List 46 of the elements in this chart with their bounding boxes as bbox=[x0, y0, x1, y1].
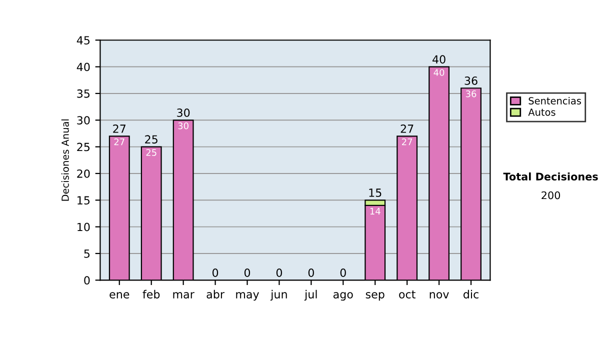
total-label: 25 bbox=[145, 135, 158, 144]
x-tick-label: sep bbox=[366, 292, 384, 301]
legend-label: Autos bbox=[528, 108, 556, 116]
y-tick-label: 45 bbox=[76, 36, 90, 44]
total-label: 40 bbox=[432, 55, 446, 64]
x-tick-label: ago bbox=[333, 292, 353, 301]
x-tick-label: jul bbox=[304, 290, 317, 301]
data-label: 27 bbox=[114, 138, 124, 146]
total-label: 30 bbox=[177, 108, 190, 117]
y-tick-label: 30 bbox=[77, 116, 90, 125]
y-tick-label: 20 bbox=[77, 169, 90, 178]
total-label: 27 bbox=[400, 124, 414, 133]
total-label: 0 bbox=[276, 268, 282, 277]
total-label: 0 bbox=[244, 268, 250, 277]
data-label: 25 bbox=[146, 149, 156, 156]
x-tick-label: feb bbox=[142, 290, 160, 298]
y-tick-label: 25 bbox=[77, 142, 90, 152]
y-tick-label: 40 bbox=[76, 62, 90, 72]
x-tick-label: jun bbox=[270, 290, 287, 301]
y-axis-title: Decisiones Anual bbox=[61, 119, 69, 201]
text: Total Decisiones bbox=[503, 172, 598, 180]
x-tick-label: mar bbox=[173, 292, 194, 298]
x-tick-label: ene bbox=[110, 292, 130, 298]
total-label: 0 bbox=[308, 268, 314, 277]
y-tick-label: 0 bbox=[84, 276, 90, 285]
total-label: 15 bbox=[369, 188, 382, 197]
y-tick-label: 15 bbox=[78, 196, 90, 205]
data-label: 30 bbox=[178, 122, 188, 130]
total-label: 36 bbox=[464, 76, 478, 85]
x-tick-label: may bbox=[236, 292, 260, 301]
text: 200 bbox=[542, 191, 560, 200]
total-label: 0 bbox=[212, 268, 218, 277]
y-tick-label: 5 bbox=[84, 250, 90, 258]
legend-label: Sentencias bbox=[528, 96, 582, 104]
y-tick-label: 10 bbox=[78, 222, 90, 232]
x-tick-label: oct bbox=[399, 290, 416, 298]
x-tick-label: dic bbox=[464, 290, 478, 298]
x-tick-label: abr bbox=[206, 290, 224, 298]
data-label: 14 bbox=[370, 208, 380, 214]
total-label: 0 bbox=[340, 268, 346, 277]
data-label: 36 bbox=[466, 90, 476, 98]
data-label: 27 bbox=[402, 138, 412, 146]
data-label: 40 bbox=[434, 69, 444, 76]
y-tick-label: 35 bbox=[77, 89, 90, 98]
total-label: 27 bbox=[113, 124, 126, 133]
x-tick-label: nov bbox=[430, 292, 449, 298]
